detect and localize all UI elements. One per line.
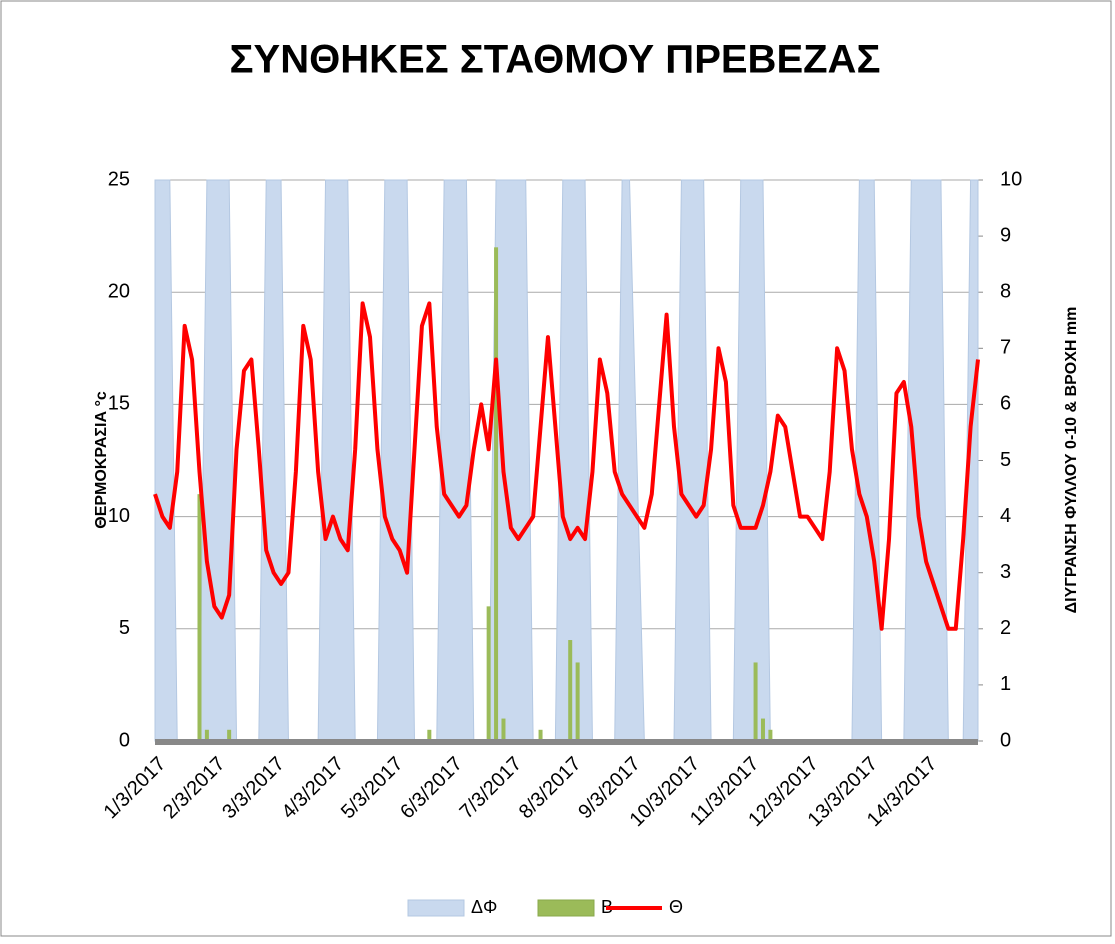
x-axis bbox=[155, 739, 978, 745]
legend-label: Θ bbox=[669, 897, 683, 917]
legend-label: ΔΦ bbox=[471, 897, 497, 917]
y2-tick-label: 7 bbox=[1000, 337, 1011, 359]
y-tick-label: 15 bbox=[108, 393, 130, 415]
y2-tick-label: 6 bbox=[1000, 393, 1011, 415]
y-tick-label: 25 bbox=[108, 168, 130, 190]
line bbox=[153, 301, 980, 631]
y2-axis-title: ΔΙΥΓΡΑΝΣΗ ΦΥΛΛΟΥ 0-10 & ΒΡΟΧΗ mm bbox=[1063, 307, 1080, 614]
bar bbox=[568, 640, 573, 741]
legend-swatch bbox=[537, 899, 595, 917]
y2-tick-label: 4 bbox=[1000, 505, 1011, 527]
y-tick-label: 0 bbox=[119, 729, 130, 751]
y2-tick-label: 0 bbox=[1000, 729, 1011, 751]
bar bbox=[575, 662, 580, 741]
bar bbox=[227, 729, 232, 741]
y2-tick-label: 8 bbox=[1000, 280, 1011, 302]
chart-title: ΣΥΝΘΗΚΕΣ ΣΤΑΘΜΟΥ ΠΡΕΒΕΖΑΣ bbox=[230, 38, 881, 82]
y2-tick-label: 2 bbox=[1000, 617, 1011, 639]
y2-tick-label: 1 bbox=[1000, 673, 1011, 695]
bar bbox=[486, 606, 491, 741]
bar bbox=[760, 718, 765, 741]
y2-tick-label: 10 bbox=[1000, 168, 1022, 190]
bar bbox=[494, 247, 499, 741]
y2-tick-label: 9 bbox=[1000, 224, 1011, 246]
y-axis-title: ΘΕΡΜΟΚΡΑΣΙΑ °c bbox=[93, 391, 110, 529]
y-tick-label: 10 bbox=[108, 505, 130, 527]
y-tick-label: 20 bbox=[108, 280, 130, 302]
bar bbox=[501, 718, 506, 741]
bar bbox=[538, 729, 543, 741]
bar bbox=[427, 729, 432, 741]
bar bbox=[197, 494, 202, 741]
bar bbox=[768, 729, 773, 741]
bar bbox=[204, 729, 209, 741]
y2-tick-label: 3 bbox=[1000, 561, 1011, 583]
y-tick-label: 5 bbox=[119, 617, 130, 639]
bar bbox=[753, 662, 758, 741]
y2-tick-label: 5 bbox=[1000, 449, 1011, 471]
legend-swatch bbox=[407, 899, 465, 917]
